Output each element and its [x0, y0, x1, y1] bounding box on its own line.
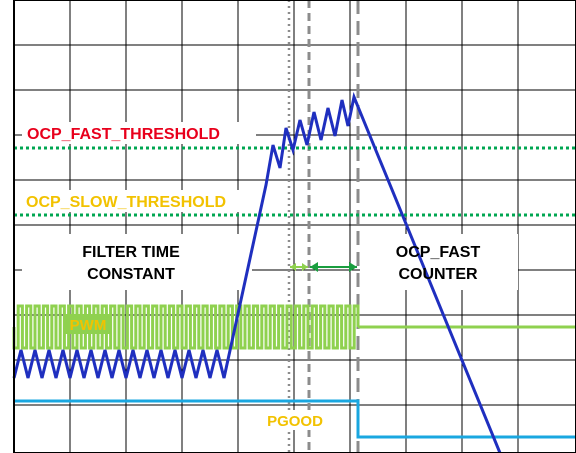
pgood-label-bg	[258, 410, 332, 430]
pgood-waveform	[14, 399, 576, 439]
plot-frame	[13, 0, 576, 453]
pwm-label-bg	[64, 314, 112, 334]
ocp-fast-counter-label-line1: OCP_FAST	[396, 244, 481, 261]
ocp-fast-counter-label-line2: COUNTER	[398, 266, 478, 283]
filter-time-label-line1: FILTER TIME	[82, 244, 180, 261]
pwm-waveform	[12, 304, 360, 350]
ocp-fast-counter-arrow	[310, 262, 357, 272]
counter-label-bg	[360, 234, 518, 290]
filter-time-arrow	[290, 263, 308, 271]
pgood-label: PGOOD	[267, 413, 323, 430]
slow-label-bg	[22, 190, 258, 212]
pwm-label: PWM	[70, 317, 107, 334]
filter-label-bg	[22, 234, 252, 290]
fast-label-bg	[22, 122, 256, 144]
ocp-slow-threshold-label: OCP_SLOW_THRESHOLD	[26, 194, 226, 211]
inductor-current-waveform	[12, 91, 502, 453]
oscilloscope-grid	[13, 0, 576, 453]
filter-time-label-line2: CONSTANT	[87, 266, 175, 283]
ocp-fast-threshold-label: OCP_FAST_THRESHOLD	[27, 126, 220, 143]
